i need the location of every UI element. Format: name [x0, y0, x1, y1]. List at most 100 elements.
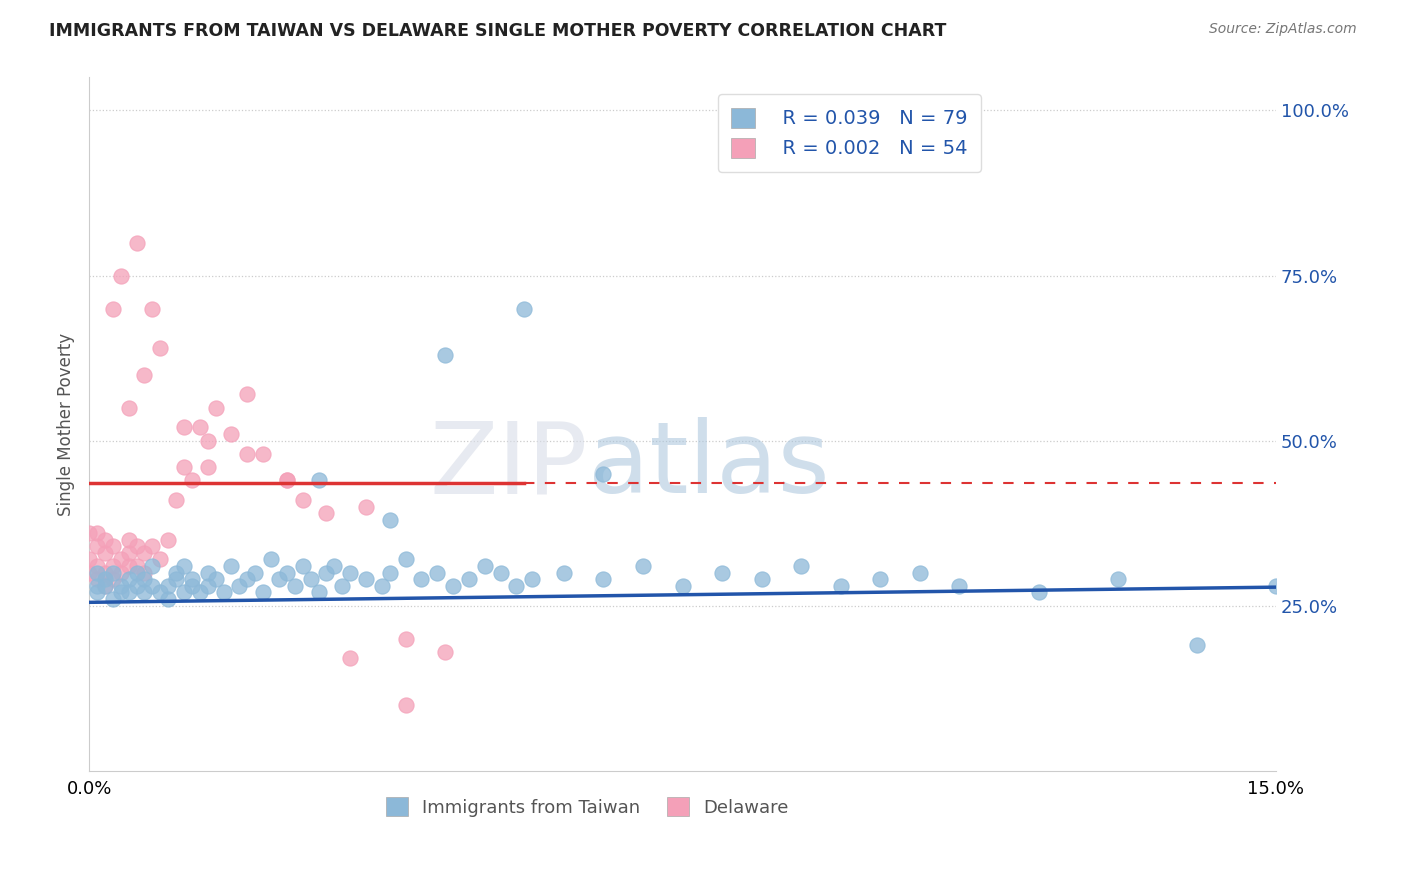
Point	[101, 566, 124, 580]
Point	[117, 533, 139, 547]
Point	[474, 559, 496, 574]
Point	[165, 566, 187, 580]
Point	[204, 572, 226, 586]
Point	[1185, 638, 1208, 652]
Point	[86, 579, 108, 593]
Point	[141, 301, 163, 316]
Point	[101, 539, 124, 553]
Point	[276, 566, 298, 580]
Point	[77, 566, 100, 580]
Point	[908, 566, 931, 580]
Point	[86, 559, 108, 574]
Point	[117, 401, 139, 415]
Point	[86, 526, 108, 541]
Point	[117, 585, 139, 599]
Point	[315, 566, 337, 580]
Point	[181, 579, 204, 593]
Point	[94, 572, 117, 586]
Point	[631, 559, 654, 574]
Point	[245, 566, 267, 580]
Point	[284, 579, 307, 593]
Point	[354, 572, 377, 586]
Point	[197, 566, 219, 580]
Point	[553, 566, 575, 580]
Point	[299, 572, 322, 586]
Point	[1028, 585, 1050, 599]
Point	[101, 301, 124, 316]
Point	[125, 579, 148, 593]
Point	[522, 572, 544, 586]
Point	[315, 506, 337, 520]
Point	[441, 579, 464, 593]
Point	[236, 572, 259, 586]
Point	[157, 592, 180, 607]
Point	[308, 473, 330, 487]
Point	[141, 539, 163, 553]
Point	[236, 387, 259, 401]
Point	[117, 559, 139, 574]
Point	[101, 592, 124, 607]
Point	[276, 473, 298, 487]
Point	[276, 473, 298, 487]
Point	[110, 585, 132, 599]
Point	[204, 401, 226, 415]
Text: Source: ZipAtlas.com: Source: ZipAtlas.com	[1209, 22, 1357, 37]
Point	[86, 539, 108, 553]
Point	[134, 368, 156, 382]
Point	[394, 632, 416, 646]
Point	[252, 585, 274, 599]
Point	[411, 572, 433, 586]
Point	[212, 585, 235, 599]
Point	[221, 559, 243, 574]
Point	[434, 348, 457, 362]
Point	[165, 572, 187, 586]
Point	[110, 566, 132, 580]
Point	[291, 493, 314, 508]
Point	[457, 572, 479, 586]
Point	[790, 559, 813, 574]
Point	[173, 460, 195, 475]
Point	[371, 579, 394, 593]
Point	[141, 559, 163, 574]
Point	[110, 268, 132, 283]
Point	[149, 341, 172, 355]
Point	[354, 500, 377, 514]
Point	[77, 526, 100, 541]
Point	[86, 585, 108, 599]
Point	[426, 566, 449, 580]
Legend: Immigrants from Taiwan, Delaware: Immigrants from Taiwan, Delaware	[380, 790, 796, 824]
Point	[291, 559, 314, 574]
Text: atlas: atlas	[588, 417, 830, 514]
Point	[173, 420, 195, 434]
Point	[181, 572, 204, 586]
Point	[308, 585, 330, 599]
Point	[149, 585, 172, 599]
Point	[197, 460, 219, 475]
Point	[134, 572, 156, 586]
Point	[236, 447, 259, 461]
Point	[86, 572, 108, 586]
Point	[711, 566, 734, 580]
Point	[173, 585, 195, 599]
Point	[117, 546, 139, 560]
Point	[252, 447, 274, 461]
Point	[197, 434, 219, 448]
Point	[434, 645, 457, 659]
Point	[751, 572, 773, 586]
Point	[117, 572, 139, 586]
Point	[394, 698, 416, 712]
Point	[134, 546, 156, 560]
Point	[110, 579, 132, 593]
Text: ZIP: ZIP	[429, 417, 588, 514]
Point	[157, 579, 180, 593]
Point	[188, 420, 211, 434]
Point	[869, 572, 891, 586]
Point	[125, 235, 148, 250]
Point	[77, 552, 100, 566]
Point	[830, 579, 852, 593]
Point	[165, 493, 187, 508]
Point	[141, 579, 163, 593]
Point	[260, 552, 283, 566]
Point	[181, 473, 204, 487]
Y-axis label: Single Mother Poverty: Single Mother Poverty	[58, 333, 75, 516]
